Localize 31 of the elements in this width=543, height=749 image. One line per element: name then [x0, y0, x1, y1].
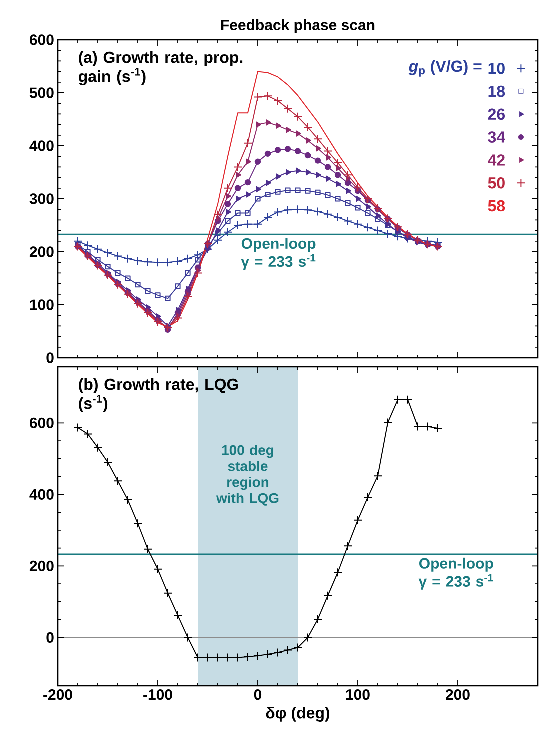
y-tick-label: 0 [46, 632, 54, 644]
chart-title: Feedback phase scan [221, 19, 375, 34]
legend-label: 42 [488, 154, 505, 166]
legend-title: g$_{p}$ (V/G) = [408, 60, 482, 77]
annotation: (a) Growth rate, prop. gain (s$^{-1}$) [78, 51, 243, 86]
x-axis-title: δφ (deg) [266, 707, 330, 722]
y-tick-label: 200 [30, 246, 54, 258]
legend-label: 18 [488, 86, 506, 98]
x-tick-label: -100 [144, 690, 172, 700]
y-tick-label: 0 [46, 352, 54, 364]
y-tick-label: 600 [30, 418, 54, 428]
x-tick-label: -200 [44, 690, 72, 700]
y-tick-label: 400 [30, 489, 54, 500]
legend-label: 34 [488, 132, 506, 143]
band-label: 100 deg stable region with LQG [216, 445, 279, 506]
y-tick-label: 100 [30, 300, 54, 310]
legend-label: 10 [488, 62, 505, 74]
x-tick-label: 0 [254, 690, 262, 700]
y-tick-label: 600 [30, 34, 54, 46]
y-tick-label: 500 [30, 88, 54, 98]
y-tick-label: 400 [30, 140, 54, 152]
x-tick-label: 200 [446, 690, 470, 700]
ref-line-label: Open-loop γ = 233 s$^{-1}$ [418, 558, 494, 590]
ref-line-label: Open-loop γ = 233 s$^{-1}$ [241, 238, 316, 270]
legend-label: 26 [488, 108, 506, 120]
text: 58 [488, 200, 506, 212]
y-tick-label: 300 [30, 194, 54, 204]
y-tick-label: 200 [30, 560, 54, 572]
annotation: (b) Growth rate, LQG (s$^{-1}$) [79, 378, 238, 412]
legend-label: 50 [488, 177, 505, 189]
x-tick-label: 100 [346, 690, 370, 700]
